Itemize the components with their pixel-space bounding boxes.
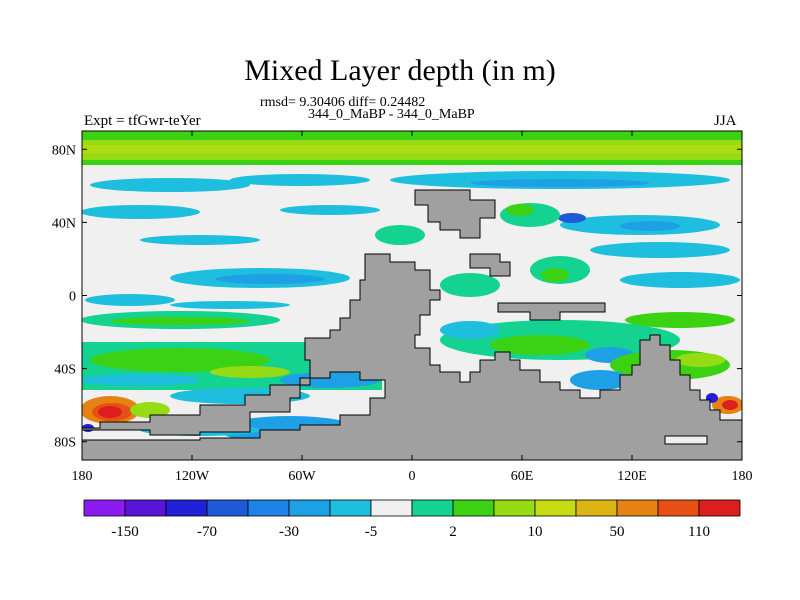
x-tick-label: 120W [175,469,210,484]
x-tick-label: 180 [72,469,93,484]
colorbar-label: -30 [279,524,299,540]
southern-ocean-hotspot-west [82,396,170,432]
y-tick-label: 40S [54,363,76,378]
colorbar-swatch [534,499,577,517]
x-tick-label: 180 [732,469,753,484]
northern-positive-patches-strong [506,204,569,282]
colorbar-swatch [657,499,700,517]
y-axis: 80N 40N 0 40S 80S [52,143,742,451]
land-indochina [497,302,606,321]
x-axis: 180 120W 60W 0 60E 120E 180 [72,131,753,484]
x-tick-label: 0 [409,469,416,484]
y-tick-label: 40N [52,216,76,231]
colorbar-label: -150 [111,524,139,540]
colorbar-swatch [165,499,208,517]
deep-negative-spot [558,213,586,223]
northern-positive-patches [375,203,590,297]
colorbar-label: 50 [610,524,625,540]
arctic-band-green-lower [82,160,742,165]
colorbar-label: 110 [688,524,710,540]
colorbar-label: 10 [528,524,543,540]
colorbar-swatch [616,499,659,517]
season-label: JJA [714,113,737,129]
colorbar-swatch [493,499,536,517]
colorbar-swatch [124,499,167,517]
northern-deeper-negative [215,179,680,284]
land-americas-africa-antarctica [82,253,742,460]
colorbar-swatch [698,499,741,517]
y-tick-label: 80S [54,436,76,451]
plot-title: Mixed Layer depth (in m) [244,54,556,87]
colorbar-label: 2 [449,524,457,540]
colorbar-swatch [206,499,249,517]
experiment-comparison-label: 344_0_MaBP - 344_0_MaBP [308,107,475,122]
colorbar-label: -5 [365,524,378,540]
colorbar-swatch [329,499,372,517]
arctic-band-yellow [82,145,742,153]
experiment-label: Expt = tfGwr-teYer [84,113,201,129]
equatorial-bands [82,301,735,363]
colorbar-swatch [288,499,331,517]
colorbar-label: -70 [197,524,217,540]
x-tick-label: 120E [617,469,647,484]
colorbar-swatch [575,499,618,517]
map-plot-area [82,131,742,460]
colorbar-swatch [83,499,126,517]
y-tick-label: 0 [69,290,76,305]
land-gap [664,435,708,445]
y-tick-label: 80N [52,143,76,158]
colorbar-swatch [452,499,495,517]
rmsd-diff-stats: rmsd= 9.30406 diff= 0.24482 [260,95,426,110]
colorbar-swatch [411,499,454,517]
colorbar-swatch [370,499,413,517]
colorbar: -150 -70 -30 -5 2 10 50 110 [83,499,741,540]
x-tick-label: 60E [511,469,534,484]
land-mask [82,189,742,460]
colorbar-swatch [247,499,290,517]
x-tick-label: 60W [288,469,316,484]
land-europe [414,189,496,239]
land-arabia [469,253,511,277]
